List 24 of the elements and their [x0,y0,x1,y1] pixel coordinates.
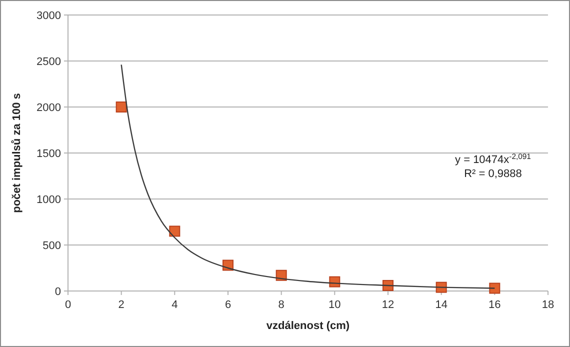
annotation: R² = 0,9888 [464,168,522,180]
y-tick-label: 1500 [36,148,61,160]
y-tick-label: 2500 [36,56,61,68]
x-tick-label: 18 [542,299,554,311]
y-axis-title: počet impulsů za 100 s [11,93,23,213]
x-tick-label: 6 [224,299,232,311]
x-tick-label: 12 [382,299,394,311]
point [116,102,127,112]
point [169,226,180,237]
annotation: y = 10474x$^{-2,091}$ [455,152,531,166]
y-tick-label: 0 [54,286,61,298]
y-tick-label: 2000 [36,102,61,114]
x-tick-label: 14 [435,299,448,311]
x-tick-label: 10 [328,299,341,311]
x-axis-title: vzdálenost (cm) [266,320,350,332]
y-tick-label: 1000 [36,194,61,206]
y-tick-label: 3000 [36,10,61,22]
x-tick-label: 16 [488,299,501,311]
x-tick-label: 4 [172,299,178,311]
y-tick-label: 500 [42,240,61,252]
x-tick-label: 0 [64,299,72,311]
x-tick-label: 8 [278,299,284,311]
point [489,282,500,294]
x-tick-label: 2 [118,299,124,311]
